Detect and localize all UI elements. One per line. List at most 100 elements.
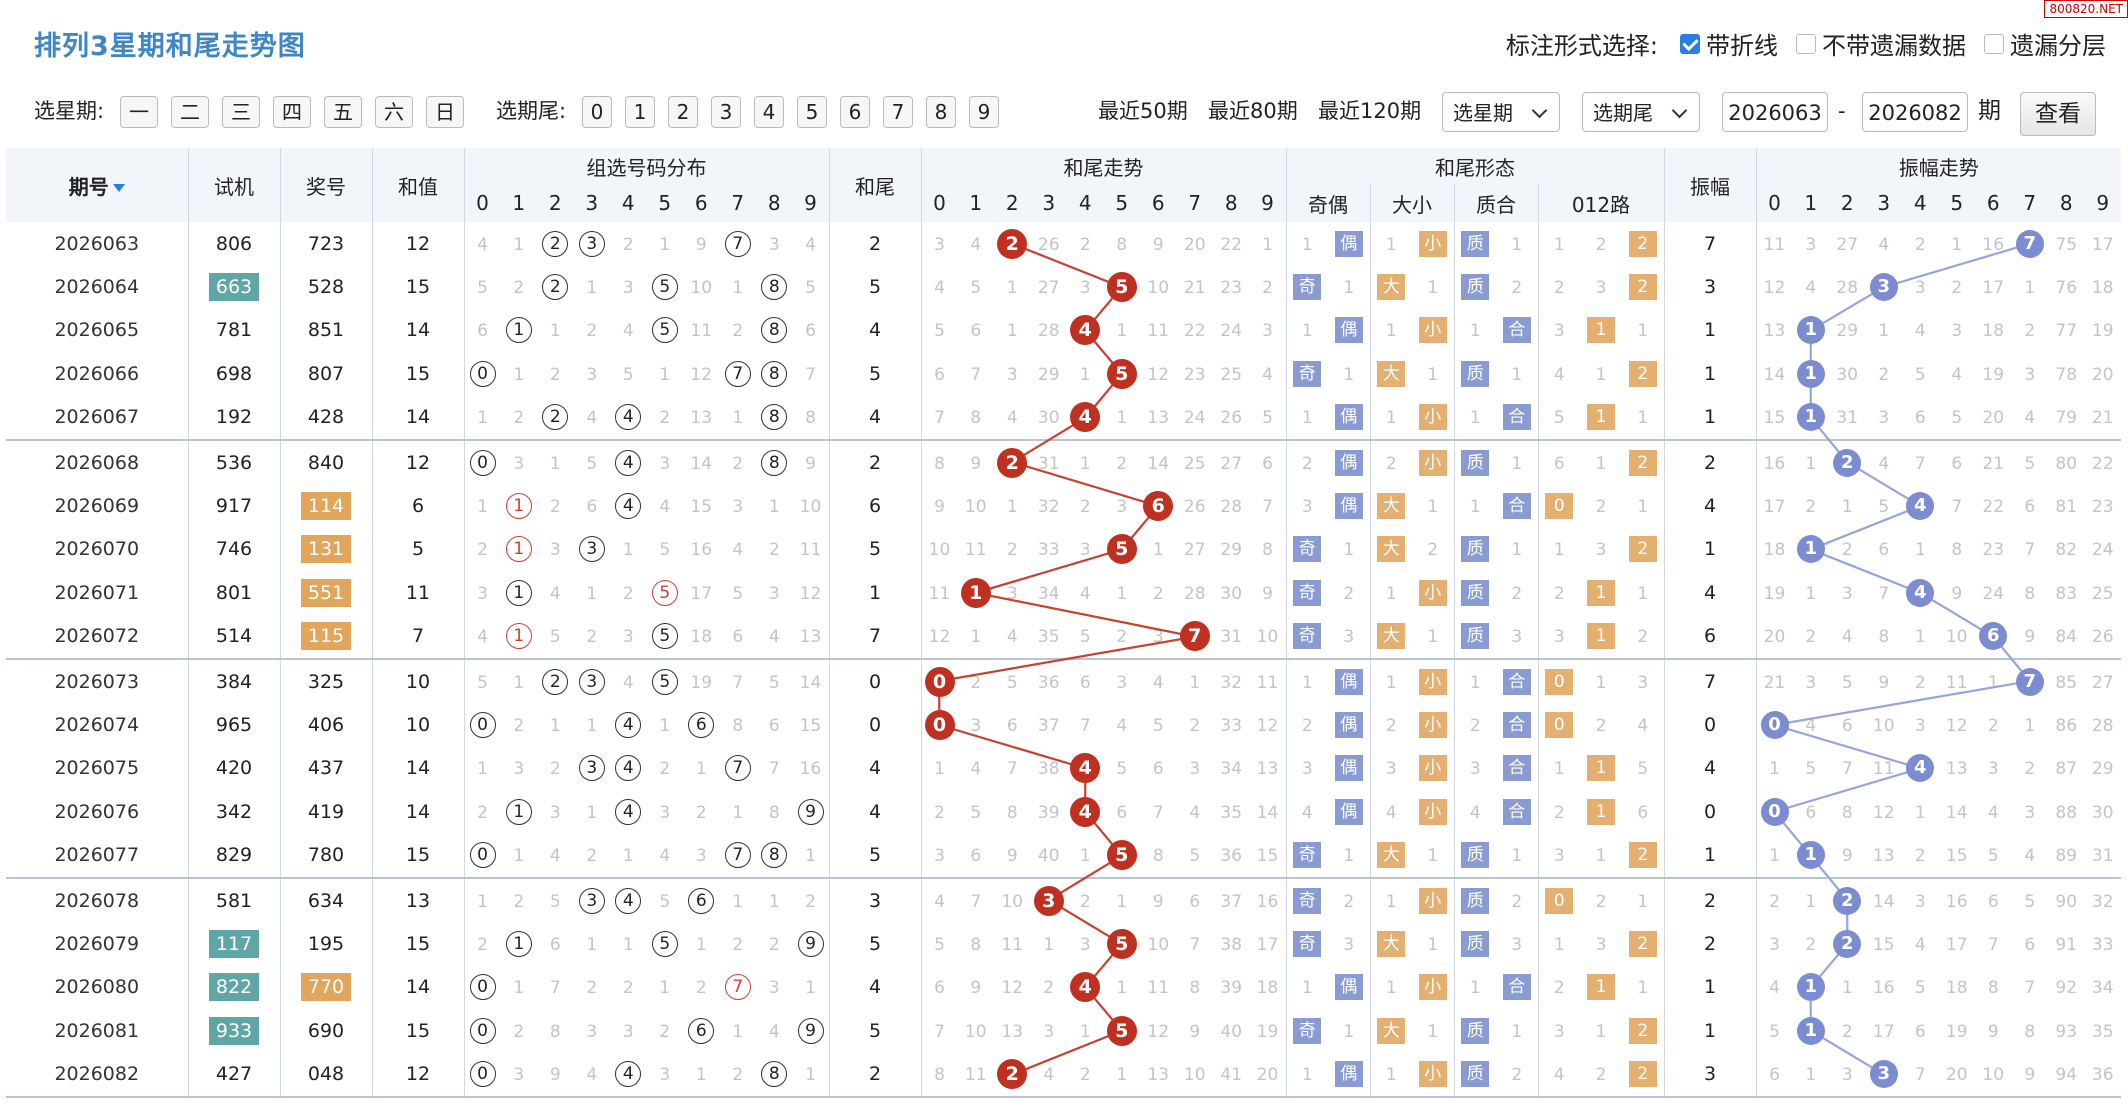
amp-trend-ball: 2 <box>1833 886 1862 915</box>
weekday-button[interactable]: 四 <box>273 96 311 128</box>
amp-trend-cell: 7 <box>1866 571 1903 614</box>
repeat-digit-ring: 1 <box>505 536 532 563</box>
odd-even-cell: 偶 <box>1328 1052 1371 1098</box>
recent-50-link[interactable]: 最近50期 <box>1098 99 1188 123</box>
omission-value: 11 <box>964 540 987 561</box>
tail-button[interactable]: 6 <box>840 96 870 128</box>
tail-trend-cell: 20 <box>1177 222 1214 265</box>
weekday-button[interactable]: 一 <box>120 96 158 128</box>
digit-ring: 9 <box>797 1017 824 1044</box>
omission-value: 2 <box>477 934 488 955</box>
tail-button[interactable]: 3 <box>711 96 741 128</box>
omission-value: 3 <box>513 1065 525 1086</box>
digit-header: 0 <box>1756 184 1793 222</box>
checkbox-icon[interactable] <box>1680 33 1700 54</box>
tail-trend-cell: 5 <box>1140 703 1177 746</box>
amp-trend-cell: 8 <box>1829 790 1866 833</box>
amp-trend-cell: 0 <box>1756 790 1793 833</box>
group-cell: 13 <box>792 614 830 660</box>
digit-ring: 8 <box>761 317 788 344</box>
test-cell: 342 <box>188 790 281 834</box>
omission-value: 2 <box>1079 234 1091 255</box>
test-cell: 514 <box>188 614 281 660</box>
amp-trend-cell: 32 <box>2085 878 2122 922</box>
option-no-omission[interactable]: 不带遗漏数据 <box>1796 26 1966 61</box>
query-button[interactable]: 查看 <box>2020 92 2096 136</box>
omission-value: 4 <box>934 891 945 912</box>
omission-value: 5 <box>1841 672 1853 693</box>
amp-cell: 7 <box>1664 658 1757 704</box>
group-cell: 3 <box>574 528 611 571</box>
digit-ring: 5 <box>651 668 678 695</box>
tail-trend-cell: 28 <box>1177 571 1214 614</box>
from-issue-input[interactable]: 2026063 <box>1722 92 1828 132</box>
select-tail-dropdown[interactable]: 选期尾 <box>1582 92 1700 132</box>
prime-composite-value: 合 <box>1502 974 1531 1001</box>
recent-80-link[interactable]: 最近80期 <box>1208 99 1298 123</box>
weekday-button[interactable]: 二 <box>171 96 209 128</box>
tail-cell: 5 <box>829 527 922 572</box>
prime-composite-value: 4 <box>1469 802 1481 823</box>
test-cell: 822 <box>188 965 281 1010</box>
digit-ring: 1 <box>505 930 532 957</box>
amp-trend-cell: 2 <box>1939 265 1976 308</box>
prime-composite-value: 1 <box>1469 321 1481 342</box>
tail-trend-cell: 1 <box>1249 222 1287 266</box>
amp-trend-cell: 9 <box>2011 1052 2048 1098</box>
tail-trend-cell: 10 <box>1140 265 1177 308</box>
tail-button[interactable]: 2 <box>668 96 698 128</box>
amp-trend-cell: 18 <box>1939 966 1976 1009</box>
amp-trend-cell: 5 <box>2012 440 2049 484</box>
weekday-button[interactable]: 日 <box>426 96 464 128</box>
group-cell: 8 <box>756 440 793 484</box>
tail-button[interactable]: 8 <box>926 96 956 128</box>
tail-button[interactable]: 9 <box>969 96 999 128</box>
omission-value: 32 <box>1220 672 1243 693</box>
omission-value: 35 <box>1220 802 1243 823</box>
omission-value: 8 <box>1152 846 1164 867</box>
omission-value: 1 <box>732 891 744 912</box>
tail-button[interactable]: 0 <box>582 96 612 128</box>
tail-trend-cell: 1 <box>1104 878 1141 922</box>
amp-trend-cell: 5 <box>1902 966 1939 1009</box>
select-week-dropdown[interactable]: 选星期 <box>1442 92 1560 132</box>
tail-trend-header: 和尾走势 <box>921 148 1287 184</box>
tail-trend-cell: 17 <box>1249 922 1287 966</box>
omission-value: 23 <box>1982 540 2005 561</box>
sum-cell: 14 <box>372 790 465 834</box>
group-cell: 14 <box>683 440 720 484</box>
omission-value: 3 <box>768 583 780 604</box>
group-cell: 3 <box>756 571 793 614</box>
weekday-button[interactable]: 六 <box>375 96 413 128</box>
omission-value: 1 <box>659 715 671 736</box>
tail-cell: 7 <box>829 614 922 660</box>
weekday-button[interactable]: 五 <box>324 96 362 128</box>
omission-value: 9 <box>934 497 945 518</box>
route-cell: 2 <box>1622 222 1665 266</box>
digit-header: 7 <box>1176 184 1213 222</box>
test-number: 822 <box>209 973 259 1002</box>
option-omission-layer[interactable]: 遗漏分层 <box>1984 26 2106 61</box>
weekday-button[interactable]: 三 <box>222 96 260 128</box>
checkbox-icon[interactable] <box>1796 33 1816 54</box>
issue-header[interactable]: 期号 <box>6 148 189 222</box>
tail-trend-cell: 5 <box>958 790 995 833</box>
prize-cell: 634 <box>280 877 373 923</box>
option-polyline[interactable]: 带折线 <box>1680 26 1778 61</box>
digit-header: 5 <box>1103 184 1140 222</box>
tail-button[interactable]: 1 <box>625 96 655 128</box>
tail-button[interactable]: 5 <box>797 96 827 128</box>
omission-value: 29 <box>2091 759 2114 780</box>
to-issue-input[interactable]: 2026082 <box>1862 92 1968 132</box>
omission-value: 4 <box>2024 846 2036 867</box>
omission-value: 80 <box>2055 453 2078 474</box>
tail-button[interactable]: 7 <box>883 96 913 128</box>
checkbox-icon[interactable] <box>1984 33 2004 54</box>
tail-trend-cell: 22 <box>1177 309 1214 352</box>
tail-button[interactable]: 4 <box>754 96 784 128</box>
omission-value: 10 <box>1001 891 1024 912</box>
sort-desc-icon[interactable] <box>112 184 125 192</box>
recent-120-link[interactable]: 最近120期 <box>1318 99 1422 123</box>
omission-value: 2 <box>622 978 634 999</box>
tail-trend-cell: 11 <box>1140 309 1177 352</box>
